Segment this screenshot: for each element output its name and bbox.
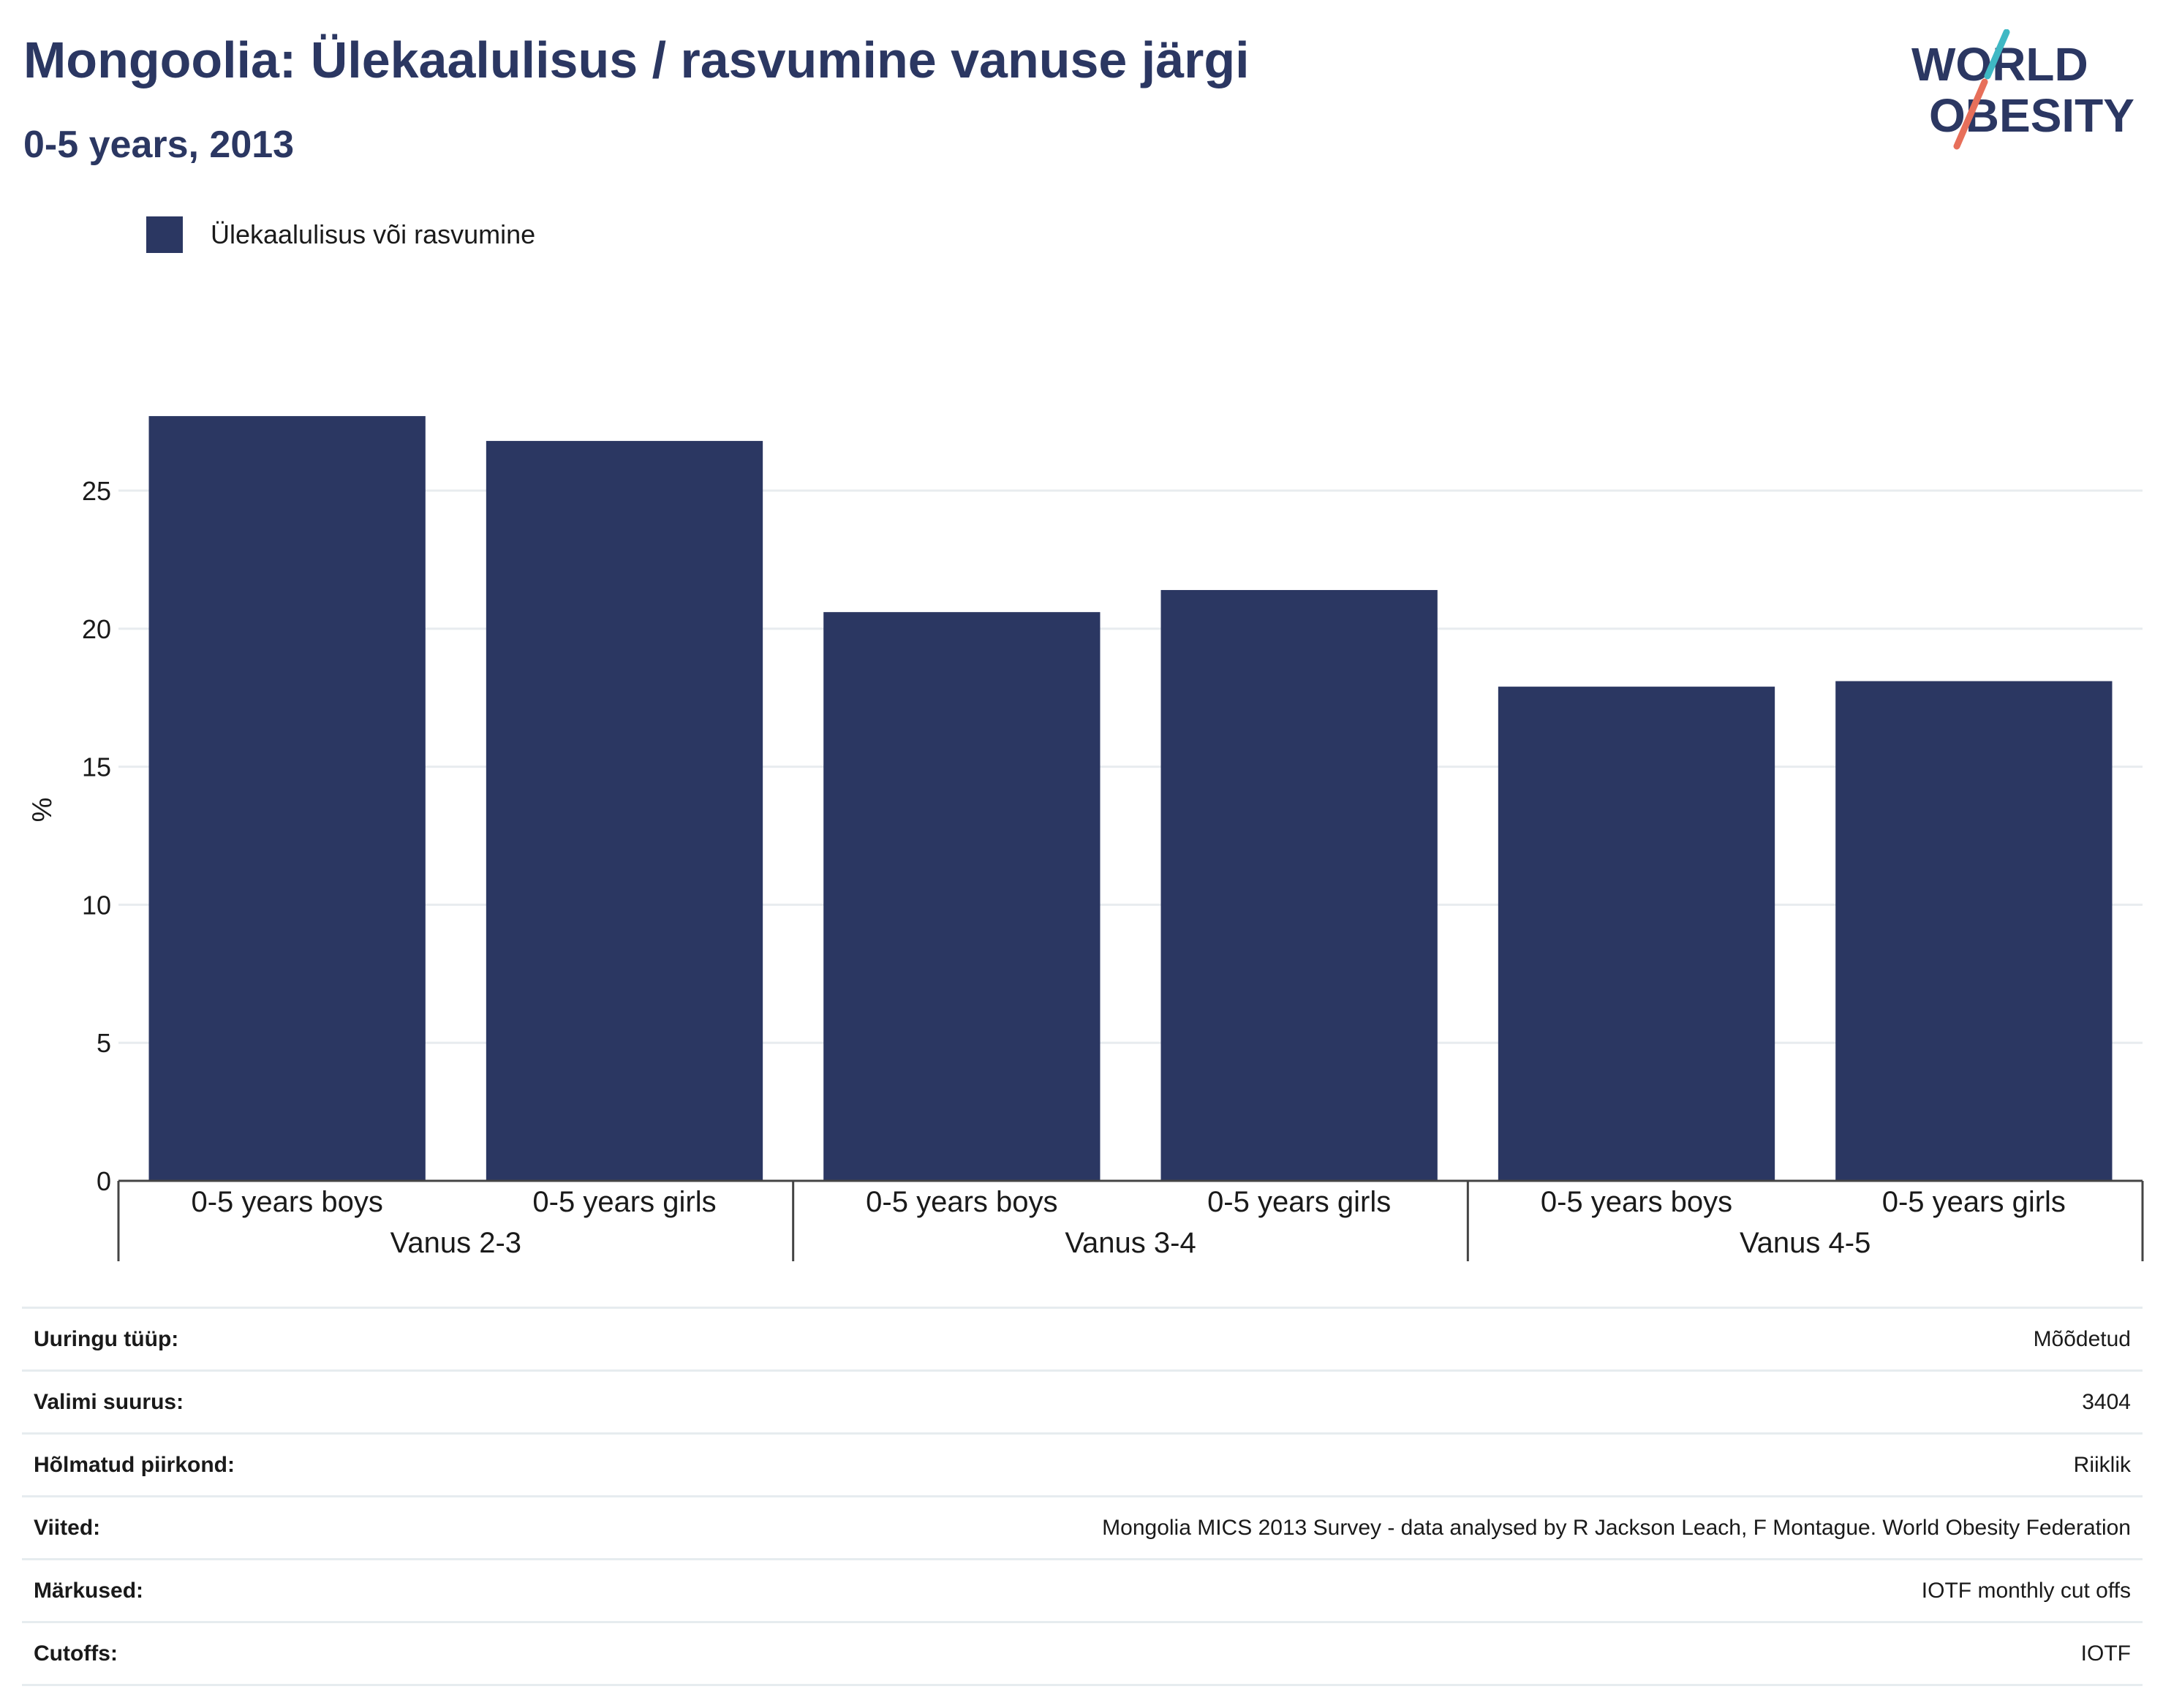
info-value: Mongolia MICS 2013 Survey - data analyse… <box>1102 1515 2131 1540</box>
info-row: Hõlmatud piirkond: Riiklik <box>22 1432 2143 1495</box>
group-label: Vanus 2-3 <box>390 1227 521 1259</box>
info-label: Cutoffs: <box>34 1641 118 1666</box>
group-label: Vanus 4-5 <box>1740 1227 1871 1259</box>
info-value: IOTF monthly cut offs <box>1921 1578 2131 1603</box>
info-label: Uuringu tüüp: <box>34 1326 179 1351</box>
info-label: Hõlmatud piirkond: <box>34 1452 235 1477</box>
y-axis-title: % <box>27 798 58 823</box>
x-tick-label: 0-5 years boys <box>191 1186 382 1218</box>
legend-swatch <box>146 216 183 253</box>
info-label: Viited: <box>34 1515 101 1540</box>
x-tick-label: 0-5 years girls <box>1882 1186 2066 1218</box>
bar-chart: 0 5 10 15 20 25% 0-5 years boys 0-5 years girls… <box>27 416 2144 1261</box>
bar <box>1160 589 1438 1181</box>
info-value: Mõõdetud <box>2033 1326 2131 1351</box>
bar <box>486 441 763 1181</box>
y-tick-label: 5 <box>97 1028 111 1058</box>
info-value: IOTF <box>2080 1641 2131 1666</box>
world-obesity-logo: WORLD OBESITY <box>1911 29 2134 150</box>
bar <box>148 416 426 1181</box>
logo-slash-bottom <box>1953 78 1988 150</box>
info-row: Valimi suurus: 3404 <box>22 1369 2143 1432</box>
info-row: Uuringu tüüp: Mõõdetud <box>22 1307 2143 1369</box>
y-tick-label: 25 <box>82 476 111 506</box>
y-tick-label: 10 <box>82 890 111 920</box>
bar <box>823 612 1101 1181</box>
info-label: Valimi suurus: <box>34 1389 184 1414</box>
x-tick-label: 0-5 years boys <box>1541 1186 1732 1218</box>
x-tick-label: 0-5 years girls <box>1207 1186 1391 1218</box>
legend: Ülekaalulisus või rasvumine <box>146 216 535 253</box>
bar <box>1498 687 1775 1181</box>
logo-slash-top <box>1984 29 2010 80</box>
info-row: Viited: Mongolia MICS 2013 Survey - data … <box>22 1495 2143 1558</box>
y-tick-label: 20 <box>82 614 111 644</box>
survey-info-table: Uuringu tüüp: Mõõdetud Valimi suurus: 3404 H… <box>22 1307 2143 1686</box>
info-row: Märkused: IOTF monthly cut offs <box>22 1558 2143 1621</box>
y-tick-label: 0 <box>97 1166 111 1196</box>
info-value: Riiklik <box>2073 1452 2131 1477</box>
x-tick-label: 0-5 years boys <box>866 1186 1057 1218</box>
info-label: Märkused: <box>34 1578 144 1603</box>
group-label: Vanus 3-4 <box>1065 1227 1196 1259</box>
y-tick-label: 15 <box>82 752 111 782</box>
legend-label: Ülekaalulisus või rasvumine <box>211 219 536 249</box>
chart-title: Mongoolia: Ülekaalulisus / rasvumine van… <box>23 31 1250 88</box>
info-value: 3404 <box>2082 1389 2131 1414</box>
bar <box>1835 681 2113 1181</box>
chart-subtitle: 0-5 years, 2013 <box>23 124 295 166</box>
x-tick-label: 0-5 years girls <box>532 1186 716 1218</box>
info-row: Cutoffs: IOTF <box>22 1621 2143 1686</box>
